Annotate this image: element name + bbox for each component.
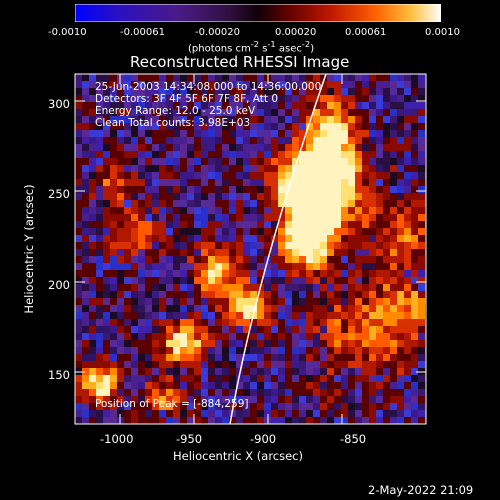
info-method: Clean Total counts: 3.98E+03 <box>95 117 251 129</box>
info-energy-range: Energy Range: 12.0 - 25.0 keV <box>95 105 256 117</box>
timestamp: 2-May-2022 21:09 <box>368 483 474 497</box>
y-tick-label: 250 <box>48 187 70 201</box>
solar-limb-curve <box>229 73 327 425</box>
x-axis-label: Heliocentric X (arcsec) <box>173 449 303 463</box>
x-tick-label: -1000 <box>100 432 134 446</box>
colorbar-tick-label: -0.00020 <box>195 27 240 38</box>
colorbar-tick-label: 0.00020 <box>275 27 317 38</box>
colorbar-tick-label: -0.00061 <box>120 27 165 38</box>
axis-ticks <box>75 74 426 424</box>
x-tick-label: -850 <box>340 432 367 446</box>
info-detectors: Detectors: 3F 4F 5F 6F 7F 8F, Att 0 <box>95 93 279 105</box>
y-tick-label: 300 <box>48 97 70 111</box>
plot-frame <box>74 73 427 425</box>
x-tick-label: -950 <box>176 432 203 446</box>
colorbar-tick-label: 0.00061 <box>345 27 387 38</box>
y-tick-label: 150 <box>48 368 70 382</box>
x-tick-label: -900 <box>250 432 277 446</box>
y-axis-label: Heliocentric Y (arcsec) <box>22 184 36 314</box>
colorbar <box>75 4 441 22</box>
colorbar-unit-label: (photons cm-2 s-1 asec-2) <box>188 39 315 55</box>
colorbar-tick-label: -0.0010 <box>48 27 87 38</box>
info-time-range: 25-Jun-2003 14:34:08.000 to 14:36:00.000 <box>95 81 322 93</box>
plot-title: Reconstructed RHESSI Image <box>130 53 350 71</box>
peak-position: Position of Peak = [-884,259] <box>95 398 249 410</box>
colorbar-tick-label: 0.0010 <box>425 27 460 38</box>
y-tick-label: 200 <box>48 278 70 292</box>
image-pixels <box>75 74 426 424</box>
